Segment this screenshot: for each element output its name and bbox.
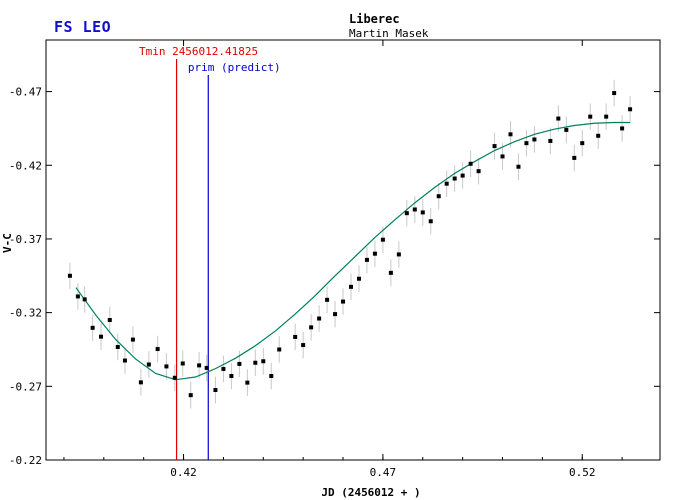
data-point	[500, 154, 505, 159]
y-tick-label: -0.27	[9, 380, 42, 393]
data-point	[620, 126, 625, 131]
data-point	[548, 138, 553, 143]
data-point	[404, 211, 409, 216]
plot-area	[45, 39, 661, 461]
data-point	[516, 164, 521, 169]
data-point	[204, 365, 209, 370]
x-tick-label: 0.47	[370, 466, 397, 479]
data-point	[229, 374, 234, 378]
observer-name: Martin Masek	[349, 27, 429, 40]
data-point	[396, 252, 401, 257]
data-point	[155, 347, 160, 352]
data-point	[293, 334, 298, 339]
data-point	[172, 375, 177, 380]
data-point	[604, 114, 609, 119]
error-bars	[69, 79, 631, 409]
x-axis: 0.42 0.47 0.52	[63, 40, 623, 479]
data-point	[412, 207, 417, 212]
data-point	[372, 251, 377, 256]
observatory-name: Liberec	[349, 12, 400, 26]
data-point	[221, 366, 226, 371]
data-point	[588, 114, 593, 119]
data-point	[420, 210, 425, 215]
y-tick-label: -0.42	[9, 159, 42, 172]
chart-title: FS LEO	[54, 18, 112, 36]
data-point	[253, 360, 258, 365]
data-point	[468, 161, 473, 166]
data-point	[115, 344, 120, 349]
y-tick-label: -0.47	[9, 86, 42, 99]
data-point	[333, 312, 338, 317]
data-point	[356, 276, 361, 281]
data-point	[245, 380, 250, 385]
data-point	[237, 361, 242, 366]
data-point	[476, 169, 481, 174]
data-point	[130, 337, 135, 342]
data-point	[99, 334, 104, 339]
data-point	[596, 133, 601, 138]
data-point	[341, 299, 346, 304]
data-point	[82, 297, 87, 302]
data-point	[138, 380, 143, 385]
y-axis-label: V-C	[1, 233, 14, 253]
data-point	[444, 181, 449, 186]
data-point	[146, 362, 151, 367]
data-point	[436, 194, 441, 199]
data-point	[164, 364, 169, 369]
data-point	[90, 325, 95, 330]
data-point	[460, 173, 465, 178]
data-point	[349, 284, 354, 289]
data-point	[269, 374, 274, 378]
data-point	[67, 273, 72, 278]
data-point	[492, 144, 497, 149]
y-tick-label: -0.22	[9, 454, 42, 467]
predicted-minimum-label: prim (predict)	[188, 61, 281, 74]
minimum-markers: Tmin 2456012.41825 prim (predict)	[139, 45, 281, 460]
data-point	[628, 107, 633, 112]
data-point	[532, 137, 537, 142]
data-point	[107, 318, 112, 322]
y-axis: -0.47 -0.42 -0.37 -0.32 -0.27 -0.22	[9, 86, 660, 467]
data-point	[277, 347, 282, 352]
data-point	[213, 388, 218, 392]
data-point	[580, 141, 585, 146]
data-point	[524, 141, 529, 146]
data-point	[572, 155, 577, 160]
data-point	[75, 294, 80, 299]
data-point	[197, 363, 202, 368]
data-point	[428, 219, 433, 224]
data-point	[122, 358, 127, 363]
data-point	[612, 91, 617, 96]
data-point	[452, 176, 457, 181]
data-point	[508, 132, 513, 137]
data-point	[388, 270, 393, 275]
data-point	[301, 343, 306, 348]
data-point	[564, 127, 569, 132]
data-point	[317, 316, 322, 321]
tmin-label: Tmin 2456012.41825	[139, 45, 258, 58]
data-point	[556, 116, 561, 121]
data-point	[180, 361, 185, 366]
data-point	[188, 393, 193, 398]
data-points	[67, 91, 633, 398]
data-point	[261, 359, 266, 364]
x-tick-label: 0.42	[170, 466, 197, 479]
y-tick-label: -0.32	[9, 307, 42, 320]
x-tick-label: 0.52	[569, 466, 596, 479]
data-point	[364, 257, 369, 262]
data-point	[380, 237, 385, 242]
y-tick-label: -0.37	[9, 233, 42, 246]
data-point	[309, 325, 314, 330]
fit-curve	[75, 121, 631, 381]
x-axis-label: JD (2456012 + )	[321, 486, 420, 499]
data-point	[325, 297, 330, 302]
